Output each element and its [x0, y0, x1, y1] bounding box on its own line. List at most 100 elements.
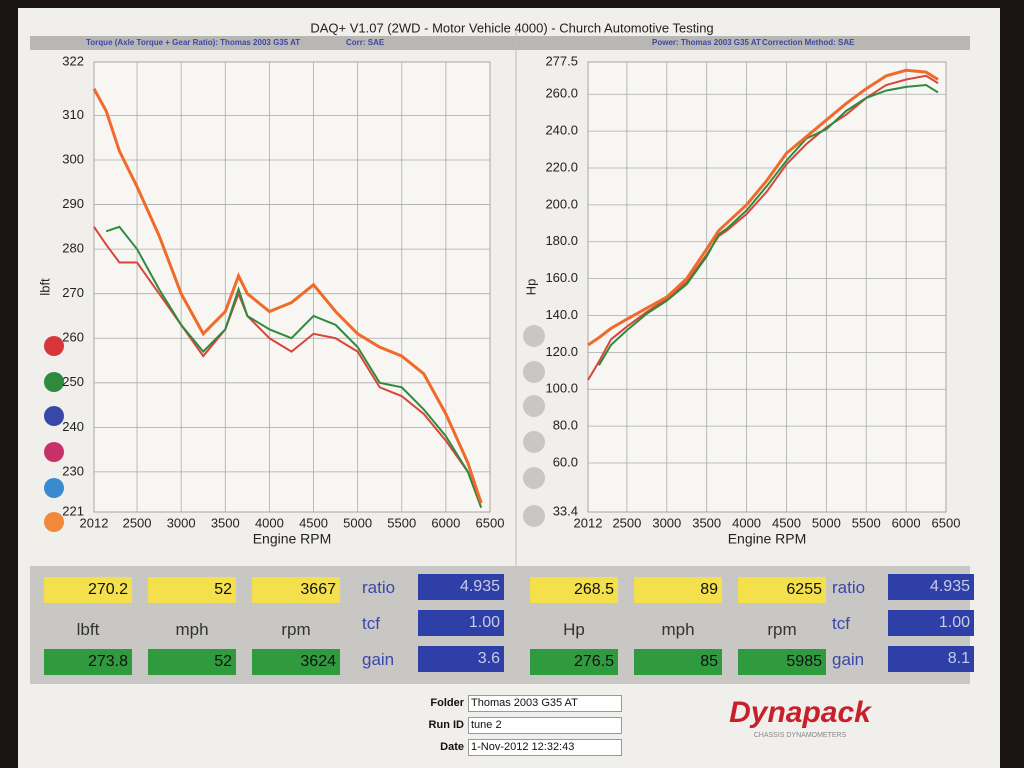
x-tick-label: 2500 [123, 515, 152, 530]
series-line [105, 225, 483, 508]
y-axis-label: Hp [523, 279, 538, 296]
x-tick-label: 6000 [892, 515, 921, 530]
x-tick-label: 4500 [772, 515, 801, 530]
factor-label: tcf [832, 614, 850, 633]
logo: Dynapack [729, 696, 872, 729]
y-tick-label: 290 [62, 196, 84, 211]
field-label: Folder [430, 697, 464, 709]
factor-value: 8.1 [888, 646, 974, 672]
series-line [587, 74, 939, 381]
series-line [587, 68, 939, 347]
y-tick-label: 270 [62, 285, 84, 300]
logo-sub: CHASSIS DYNAMOMETERS [754, 732, 847, 739]
factor-value: 4.935 [888, 574, 974, 600]
readout-unit: rpm [281, 620, 311, 639]
readout-value: 268.5 [530, 577, 618, 603]
y-tick-label: 100.0 [545, 381, 578, 396]
y-tick-label: 300 [62, 151, 84, 166]
readout-value: 52 [148, 649, 236, 675]
chart-title: Torque (Axle Torque + Gear Ratio): Thoma… [86, 38, 300, 47]
field-label: Date [440, 741, 464, 753]
factor-label: gain [832, 650, 865, 669]
x-tick-label: 3500 [211, 515, 240, 530]
y-tick-label: 322 [62, 53, 84, 68]
y-tick-label: 230 [62, 463, 84, 478]
readout-unit: rpm [767, 620, 797, 639]
factor-value: 4.935 [418, 574, 504, 600]
readout-value: 6255 [738, 577, 826, 603]
x-tick-label: 6500 [476, 515, 505, 530]
readout-value: 276.5 [530, 649, 618, 675]
y-tick-label: 140.0 [545, 307, 578, 322]
y-tick-label: 200.0 [545, 196, 578, 211]
x-tick-label: 4500 [299, 515, 328, 530]
plot-area [587, 61, 947, 513]
y-tick-label: 277.5 [545, 53, 578, 68]
y-tick-label: 160.0 [545, 270, 578, 285]
readout-value: 273.8 [44, 649, 132, 675]
y-tick-label: 33.4 [553, 503, 578, 518]
readout-unit: lbft [76, 620, 100, 639]
x-tick-label: 4000 [732, 515, 761, 530]
chart-title: Power: Thomas 2003 G35 AT [652, 38, 761, 47]
x-tick-label: 5000 [343, 515, 372, 530]
readout-unit: mph [175, 620, 209, 639]
factor-value: 3.6 [418, 646, 504, 672]
readout-value: 3624 [252, 649, 340, 675]
field-label: Run ID [428, 719, 464, 731]
field-value: 1-Nov-2012 12:32:43 [468, 739, 622, 756]
readout-value: 85 [634, 649, 722, 675]
factor-label: ratio [832, 578, 866, 597]
page-title: DAQ+ V1.07 (2WD - Motor Vehicle 4000) - … [310, 20, 713, 35]
x-tick-label: 3000 [652, 515, 681, 530]
x-axis-label: Engine RPM [253, 531, 332, 547]
factor-value: 1.00 [888, 610, 974, 636]
factor-label: ratio [362, 578, 396, 597]
y-tick-label: 80.0 [553, 418, 578, 433]
y-tick-label: 280 [62, 241, 84, 256]
x-axis-label: Engine RPM [728, 531, 807, 547]
y-tick-label: 180.0 [545, 233, 578, 248]
readout-unit: Hp [563, 620, 585, 639]
readout-value: 270.2 [44, 577, 132, 603]
legend-dots [44, 325, 545, 532]
y-tick-label: 60.0 [553, 454, 578, 469]
readout-value: 89 [634, 577, 722, 603]
field-value: Thomas 2003 G35 AT [468, 695, 622, 712]
x-tick-label: 3000 [167, 515, 196, 530]
y-axis-label: lbft [37, 278, 52, 296]
x-tick-label: 6000 [431, 515, 460, 530]
factor-value: 1.00 [418, 610, 504, 636]
x-tick-label: 3500 [692, 515, 721, 530]
series-line [92, 88, 483, 504]
x-tick-label: 2012 [80, 515, 109, 530]
series-line [598, 84, 939, 366]
readout-value: 5985 [738, 649, 826, 675]
chart-subtitle: Correction Method: SAE [762, 38, 855, 47]
y-tick-label: 221 [62, 503, 84, 518]
y-tick-label: 240 [62, 419, 84, 434]
x-tick-label: 2500 [612, 515, 641, 530]
y-tick-label: 220.0 [545, 159, 578, 174]
x-tick-label: 2012 [574, 515, 603, 530]
readout-value: 3667 [252, 577, 340, 603]
readout-unit: mph [661, 620, 695, 639]
y-tick-label: 260.0 [545, 86, 578, 101]
x-tick-label: 5000 [812, 515, 841, 530]
factor-label: gain [362, 650, 395, 669]
y-tick-label: 310 [62, 107, 84, 122]
header-strip [30, 36, 970, 50]
factor-label: tcf [362, 614, 380, 633]
x-tick-label: 5500 [387, 515, 416, 530]
y-tick-label: 260 [62, 330, 84, 345]
x-tick-label: 5500 [852, 515, 881, 530]
field-value: tune 2 [468, 717, 622, 734]
x-tick-label: 6500 [932, 515, 961, 530]
chart-subtitle: Corr: SAE [346, 38, 385, 47]
y-tick-label: 240.0 [545, 123, 578, 138]
y-tick-label: 250 [62, 374, 84, 389]
y-tick-label: 120.0 [545, 344, 578, 359]
readout-value: 52 [148, 577, 236, 603]
